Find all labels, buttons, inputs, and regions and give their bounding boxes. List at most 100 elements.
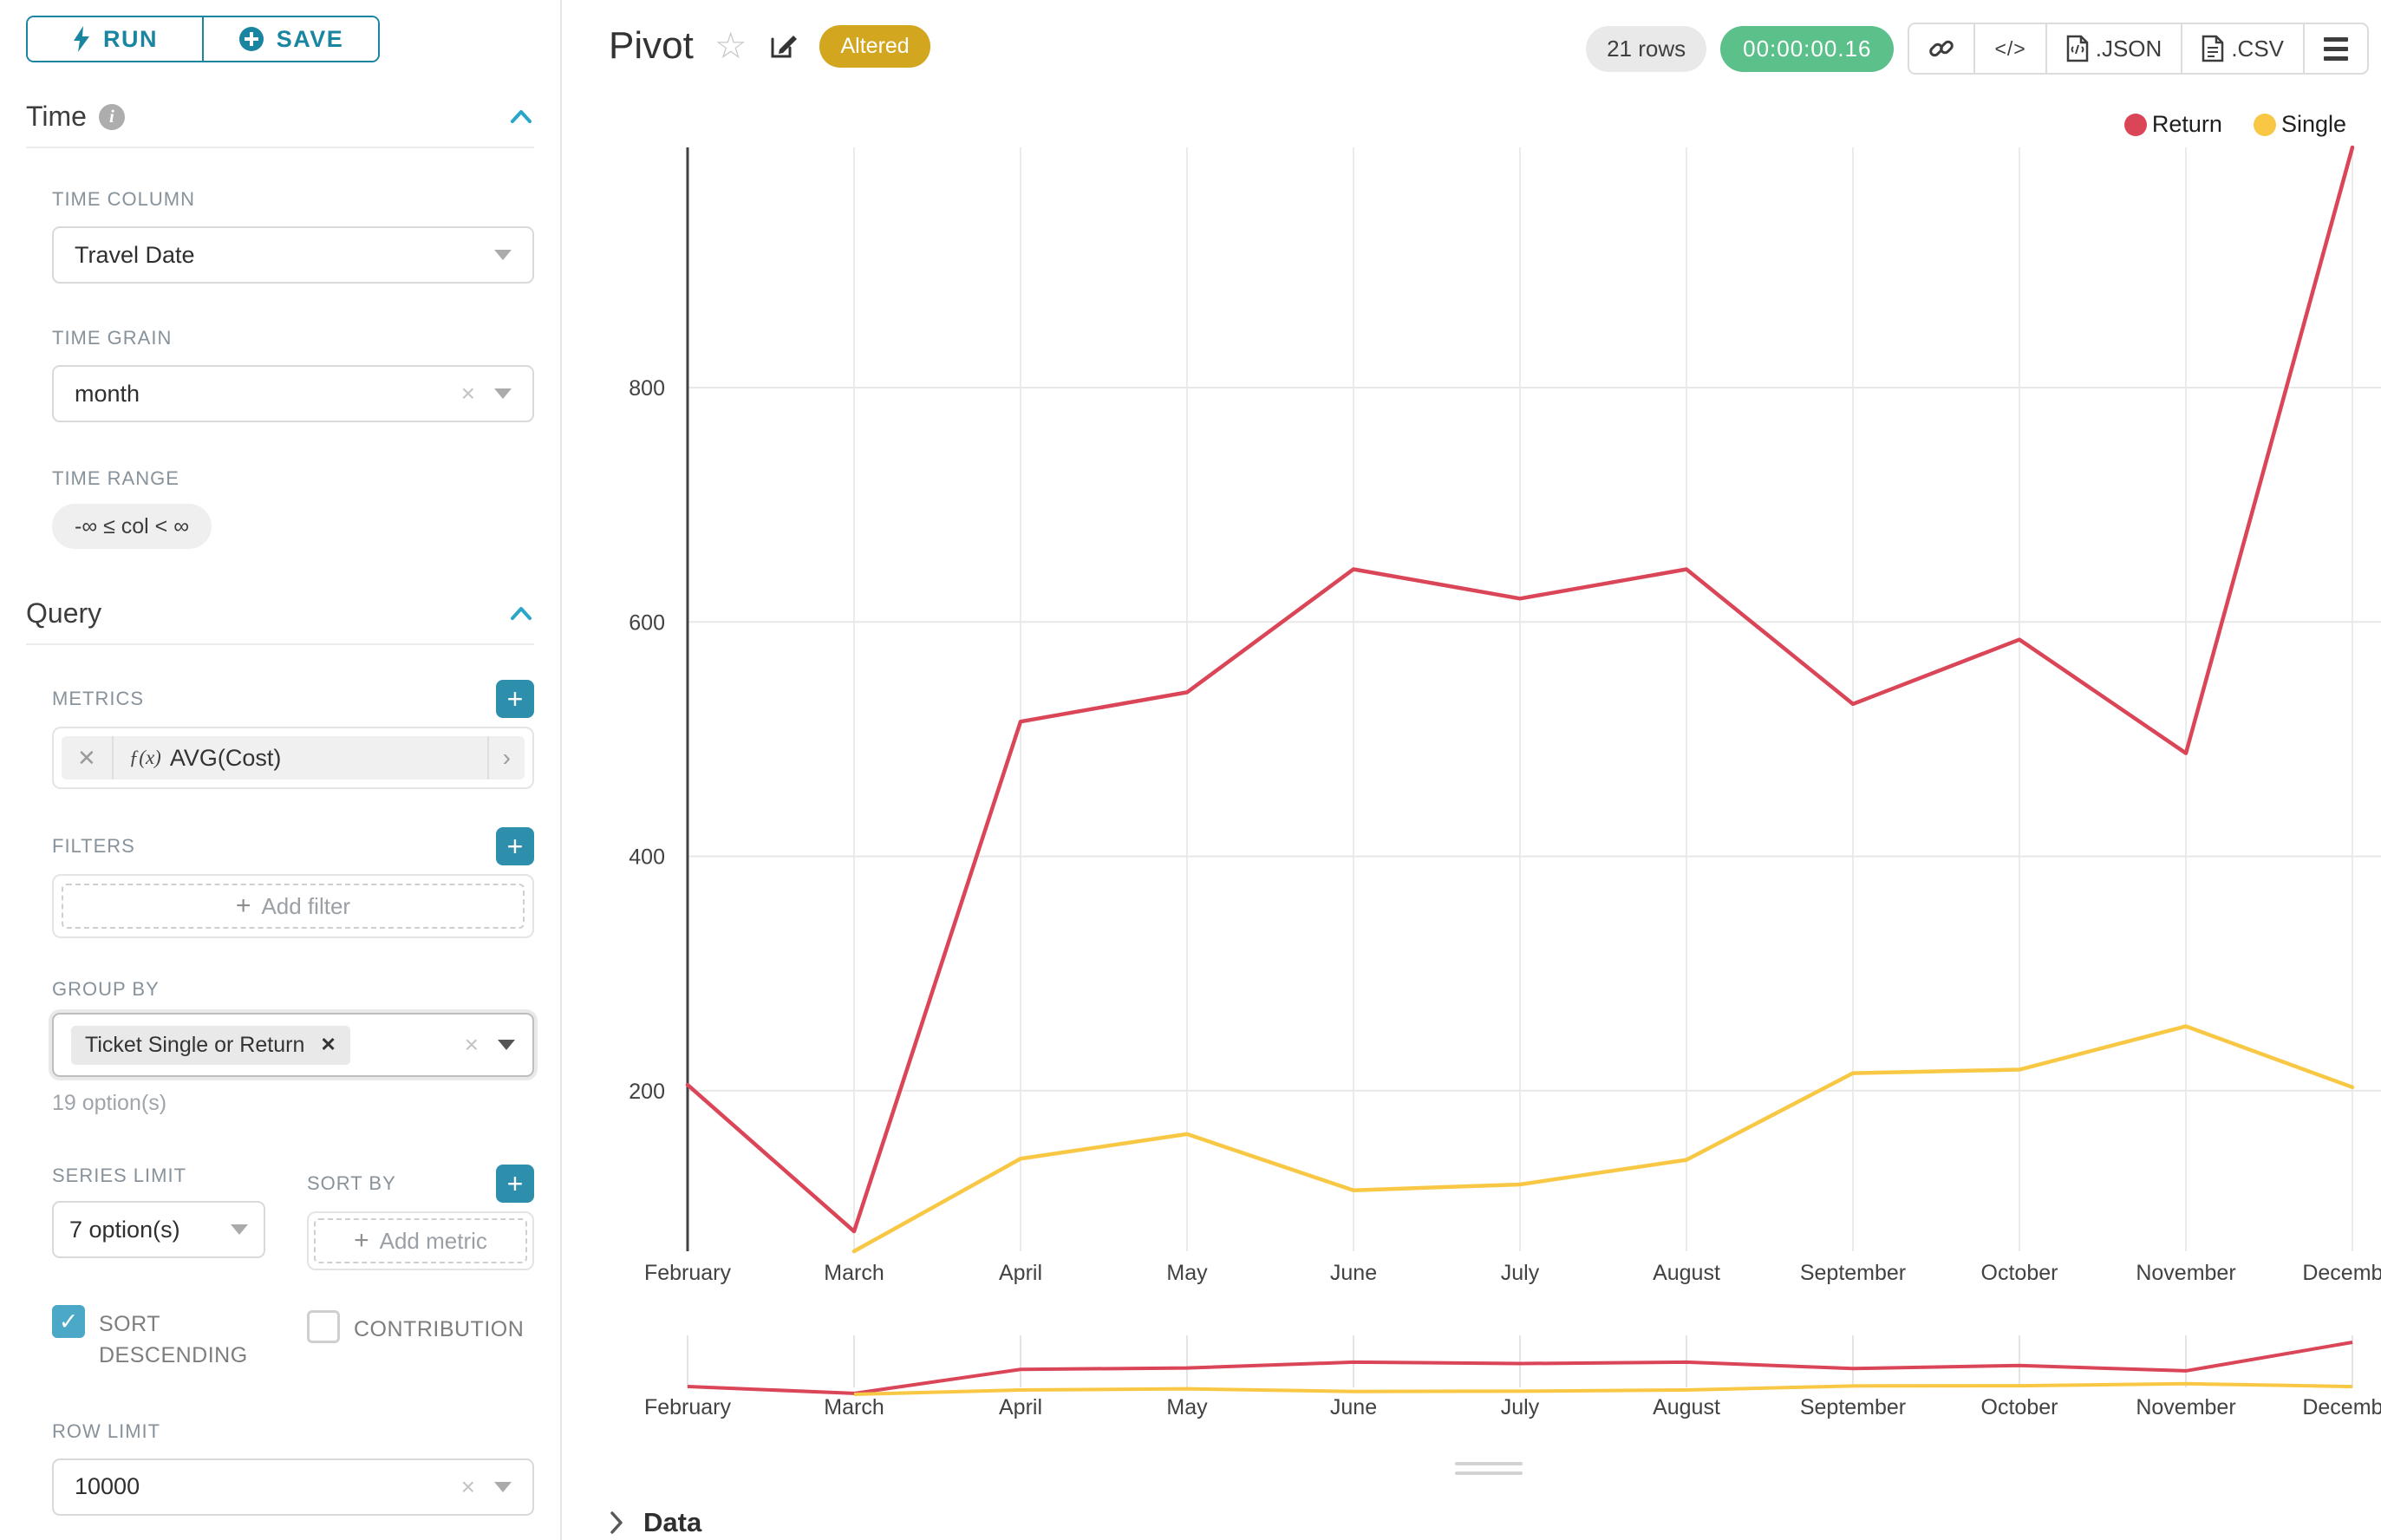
time-column-label: TIME COLUMN bbox=[52, 188, 195, 210]
sort-by-label: SORT BY + bbox=[307, 1165, 534, 1203]
add-sort-metric-dropzone[interactable]: + Add metric bbox=[314, 1218, 527, 1263]
filters-box: + Add filter bbox=[52, 874, 534, 938]
add-filter-button[interactable]: + bbox=[496, 827, 534, 865]
remove-chip-icon[interactable]: ✕ bbox=[320, 1034, 336, 1055]
clear-icon[interactable]: × bbox=[460, 1472, 475, 1500]
data-panel-toggle[interactable]: Data bbox=[609, 1507, 701, 1538]
svg-text:October: October bbox=[1981, 1261, 2058, 1285]
altered-badge[interactable]: Altered bbox=[819, 24, 930, 68]
legend-item-return[interactable]: Return bbox=[2123, 111, 2222, 138]
chevron-up-icon[interactable] bbox=[508, 601, 534, 627]
run-button[interactable]: RUN bbox=[28, 17, 202, 61]
clear-icon[interactable]: × bbox=[464, 1031, 479, 1058]
add-filter-dropzone[interactable]: + Add filter bbox=[62, 884, 525, 929]
chevron-right-icon bbox=[610, 1511, 623, 1534]
section-header-query[interactable]: Query bbox=[26, 597, 534, 630]
svg-text:December: December bbox=[2302, 1261, 2381, 1285]
svg-text:March: March bbox=[824, 1395, 884, 1419]
code-icon: </> bbox=[1994, 36, 2026, 60]
info-icon: i bbox=[98, 103, 125, 130]
section-header-time[interactable]: Time i bbox=[26, 101, 534, 133]
export-button-group: </> .JSON .CSV bbox=[1908, 23, 2369, 75]
svg-text:May: May bbox=[1166, 1395, 1208, 1419]
chart-panel: Pivot ☆ Altered 21 rows 00:00:00.16 </> bbox=[564, 0, 2381, 1540]
time-column-value: Travel Date bbox=[75, 241, 195, 268]
svg-text:June: June bbox=[1330, 1395, 1377, 1419]
plus-circle-icon bbox=[238, 27, 264, 51]
time-range-pill[interactable]: -∞ ≤ col < ∞ bbox=[52, 504, 212, 549]
clear-icon[interactable]: × bbox=[460, 380, 475, 407]
edit-properties-icon[interactable] bbox=[767, 30, 799, 62]
series-limit-value: 7 option(s) bbox=[69, 1216, 180, 1243]
svg-text:800: 800 bbox=[629, 376, 665, 401]
legend-item-single[interactable]: Single bbox=[2253, 111, 2346, 138]
export-json-label: .JSON bbox=[2095, 35, 2162, 62]
svg-text:200: 200 bbox=[629, 1080, 665, 1104]
chevron-up-icon[interactable] bbox=[508, 104, 534, 130]
svg-text:October: October bbox=[1981, 1395, 2058, 1419]
group-by-options-hint: 19 option(s) bbox=[52, 1091, 167, 1115]
svg-text:December: December bbox=[2302, 1395, 2381, 1419]
more-options-button[interactable] bbox=[2303, 24, 2367, 73]
legend-label: Single bbox=[2280, 111, 2346, 137]
embed-code-button[interactable]: </> bbox=[1973, 24, 2045, 73]
metric-pill[interactable]: ✕ ƒ(x) AVG(Cost) › bbox=[62, 736, 525, 780]
svg-text:August: August bbox=[1653, 1395, 1720, 1419]
chevron-down-icon bbox=[494, 250, 512, 260]
time-column-select[interactable]: Travel Date bbox=[52, 226, 534, 284]
menu-icon bbox=[2324, 36, 2348, 61]
remove-metric-icon[interactable]: ✕ bbox=[62, 736, 114, 780]
export-csv-button[interactable]: .CSV bbox=[2181, 24, 2303, 73]
query-section-title: Query bbox=[26, 597, 102, 629]
time-grain-label: TIME GRAIN bbox=[52, 327, 173, 349]
group-by-select[interactable]: Ticket Single or Return ✕ × bbox=[52, 1013, 534, 1077]
add-sort-metric-button[interactable]: + bbox=[496, 1165, 534, 1203]
data-panel-label: Data bbox=[643, 1507, 702, 1537]
lightning-icon bbox=[74, 26, 89, 52]
pivot-line-chart[interactable]: 200 400 600 800 February February March March Ap… bbox=[564, 0, 2381, 1540]
time-grain-select[interactable]: month × bbox=[52, 365, 534, 422]
chevron-down-icon bbox=[494, 1481, 512, 1492]
save-button[interactable]: SAVE bbox=[202, 17, 378, 61]
group-by-label: GROUP BY bbox=[52, 978, 160, 1000]
export-json-button[interactable]: .JSON bbox=[2045, 24, 2182, 73]
svg-text:April: April bbox=[999, 1261, 1042, 1285]
svg-text:November: November bbox=[2136, 1261, 2235, 1285]
contribution-checkbox[interactable] bbox=[307, 1310, 340, 1343]
chevron-right-icon[interactable]: › bbox=[486, 736, 525, 780]
plus-icon: + bbox=[354, 1226, 369, 1255]
group-by-chip[interactable]: Ticket Single or Return ✕ bbox=[71, 1025, 350, 1065]
sort-by-box: + Add metric bbox=[307, 1211, 534, 1270]
series-limit-label: SERIES LIMIT bbox=[52, 1165, 187, 1186]
contribution-label: CONTRIBUTION bbox=[354, 1317, 525, 1341]
control-panel: RUN SAVE Time i TIME COLUMN Travel Date bbox=[0, 0, 562, 1540]
link-icon bbox=[1929, 40, 1954, 57]
filters-label: FILTERS + bbox=[52, 827, 534, 865]
time-range-label: TIME RANGE bbox=[52, 467, 179, 489]
legend-label: Return bbox=[2151, 111, 2222, 137]
svg-text:August: August bbox=[1653, 1261, 1720, 1285]
add-metric-button[interactable]: + bbox=[496, 680, 534, 718]
time-grain-value: month bbox=[75, 380, 140, 407]
chart-actions: 21 rows 00:00:00.16 </> bbox=[1586, 23, 2369, 75]
svg-text:September: September bbox=[1800, 1261, 1906, 1285]
sort-descending-checkbox[interactable]: ✓ bbox=[52, 1305, 85, 1338]
svg-text:July: July bbox=[1501, 1395, 1540, 1419]
sort-by-placeholder: Add metric bbox=[379, 1227, 487, 1254]
export-csv-label: .CSV bbox=[2231, 35, 2284, 62]
svg-text:June: June bbox=[1330, 1261, 1377, 1285]
legend-dot-icon bbox=[2253, 113, 2276, 136]
datazoom-handle[interactable] bbox=[1455, 1462, 1523, 1475]
metrics-box: ✕ ƒ(x) AVG(Cost) › bbox=[52, 727, 534, 789]
chart-title: Pivot bbox=[609, 24, 694, 67]
row-limit-select[interactable]: 10000 × bbox=[52, 1458, 534, 1516]
row-count-badge: 21 rows bbox=[1586, 25, 1707, 72]
run-button-label: RUN bbox=[103, 25, 158, 52]
svg-text:February: February bbox=[644, 1261, 732, 1285]
series-limit-select[interactable]: 7 option(s) bbox=[52, 1201, 265, 1258]
copy-link-button[interactable] bbox=[1909, 24, 1973, 73]
favorite-star-icon[interactable]: ☆ bbox=[714, 25, 747, 66]
svg-text:September: September bbox=[1800, 1395, 1906, 1419]
svg-text:400: 400 bbox=[629, 845, 665, 870]
row-limit-label: ROW LIMIT bbox=[52, 1419, 161, 1442]
